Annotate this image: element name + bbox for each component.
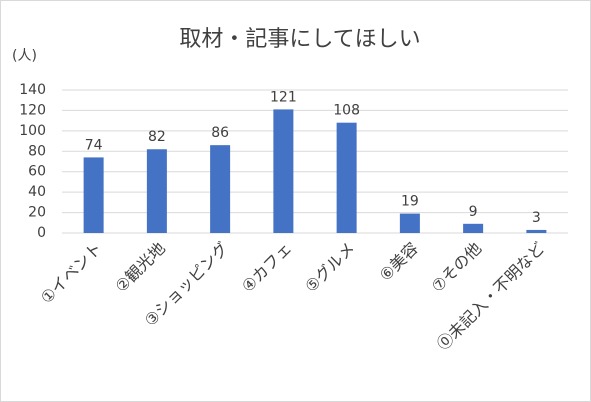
bar: [146, 149, 167, 233]
y-tick-label: 40: [28, 184, 46, 200]
data-label: 121: [270, 89, 297, 105]
data-label: 3: [532, 210, 541, 226]
data-label: 86: [211, 125, 229, 141]
bar: [273, 109, 294, 233]
chart-title: 取材・記事にしてほしい: [179, 27, 420, 52]
y-tick-label: 100: [19, 123, 46, 139]
data-label: 74: [85, 137, 103, 153]
bar: [526, 229, 547, 233]
bar: [463, 223, 484, 233]
bar: [399, 213, 420, 233]
data-label: 19: [401, 194, 419, 210]
y-tick-label: 0: [37, 225, 46, 241]
bar: [83, 157, 104, 233]
y-tick-label: 140: [19, 82, 46, 98]
y-tick-label: 120: [19, 102, 46, 118]
y-axis-label: (人): [12, 48, 37, 64]
data-label: 108: [333, 103, 360, 119]
y-tick-label: 60: [28, 164, 46, 180]
bar: [336, 122, 357, 233]
y-tick-label: 80: [28, 143, 46, 159]
data-label: 82: [148, 129, 166, 145]
data-label: 9: [469, 204, 478, 220]
y-tick-label: 20: [28, 205, 46, 221]
bar: [210, 145, 231, 233]
